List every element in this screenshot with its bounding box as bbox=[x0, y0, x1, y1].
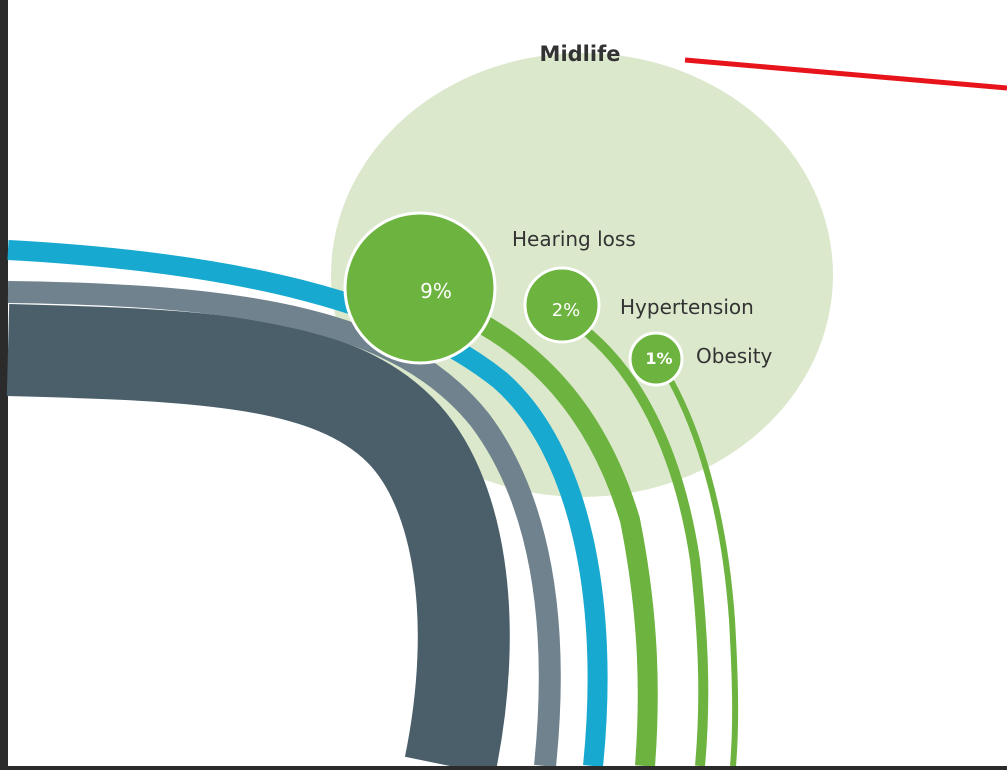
hypertension-label: Hypertension bbox=[620, 295, 754, 319]
obesity-percent: 1% bbox=[645, 349, 672, 368]
strand-obesity bbox=[652, 353, 739, 767]
obesity-label: Obesity bbox=[696, 344, 773, 368]
red-pointer-arrow bbox=[684, 57, 1007, 91]
hypertension-circle bbox=[523, 266, 601, 344]
band-dark bbox=[6, 304, 510, 770]
hearing-loss-label: Hearing loss bbox=[512, 227, 636, 251]
band-cyan bbox=[7, 240, 608, 768]
strand-hearing-loss bbox=[426, 290, 658, 767]
obesity-circle bbox=[628, 331, 684, 387]
strand-hypertension bbox=[557, 308, 709, 767]
band-gray bbox=[7, 281, 561, 768]
hearing-loss-percent: 9% bbox=[420, 279, 452, 303]
hypertension-percent: 2% bbox=[552, 300, 581, 321]
midlife-title: Midlife bbox=[540, 42, 621, 66]
hearing-loss-circle bbox=[343, 211, 497, 365]
